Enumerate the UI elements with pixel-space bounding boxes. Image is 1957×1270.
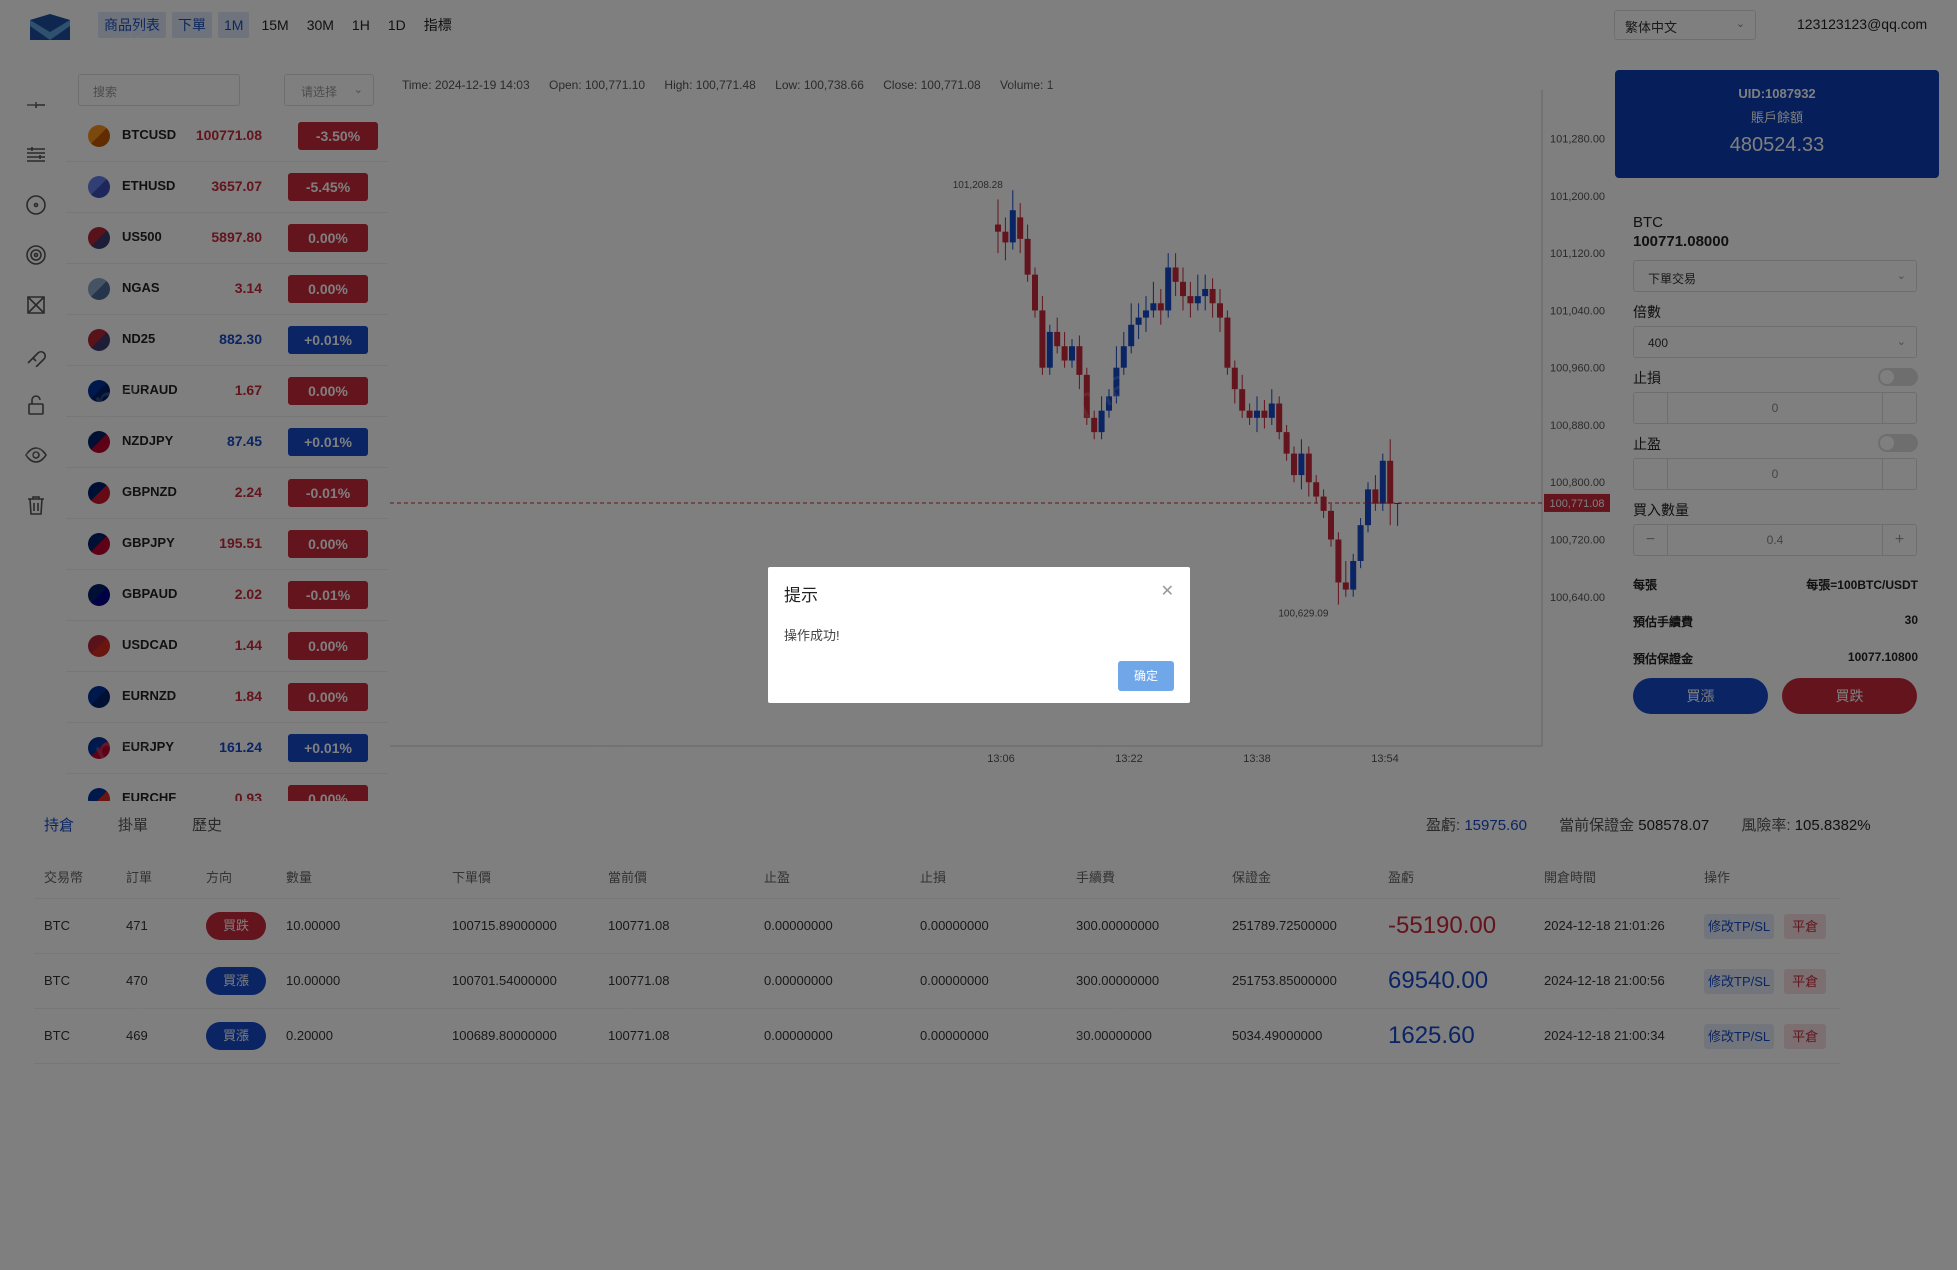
dialog-ok-button[interactable]: 确定 bbox=[1118, 661, 1174, 691]
alert-dialog: 提示 ✕ 操作成功! 确定 bbox=[768, 567, 1190, 703]
close-icon[interactable]: ✕ bbox=[1160, 583, 1174, 600]
dialog-message: 操作成功! bbox=[784, 628, 840, 643]
dialog-title: 提示 bbox=[784, 586, 818, 605]
